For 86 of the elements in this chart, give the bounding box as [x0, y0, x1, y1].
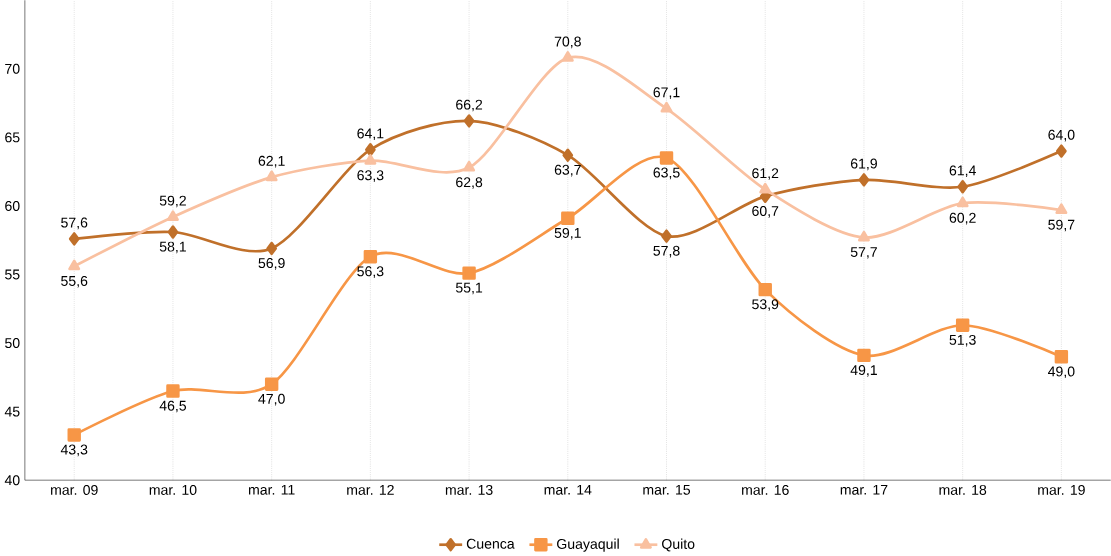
point — [462, 266, 476, 280]
data-label: 55,6 — [61, 275, 88, 288]
data-label: 70,8 — [554, 36, 581, 49]
data-label: 62,1 — [258, 155, 285, 168]
point — [266, 241, 278, 256]
data-label: 60,2 — [949, 212, 976, 225]
legend-label: Quito — [662, 538, 695, 552]
x-tick-label: mar. 09 — [51, 484, 98, 495]
legend-label: Cuenca — [466, 538, 515, 549]
data-label: 57,6 — [61, 217, 88, 230]
data-label: 63,7 — [554, 164, 581, 177]
point — [264, 377, 279, 391]
point — [759, 182, 772, 194]
data-label: 66,2 — [456, 99, 483, 112]
x-tick-label: mar. 19 — [1038, 484, 1085, 495]
point — [363, 249, 378, 264]
point — [660, 101, 673, 113]
data-label: 59,1 — [554, 227, 581, 240]
point — [1056, 144, 1067, 158]
point — [463, 114, 475, 128]
data-label: 63,5 — [653, 167, 680, 180]
data-label: 67,1 — [653, 87, 680, 99]
y-tick-label: 65 — [5, 132, 20, 143]
point — [857, 230, 870, 242]
data-label: 57,8 — [653, 245, 680, 258]
point — [365, 142, 376, 157]
data-label: 46,5 — [159, 400, 187, 413]
x-tick-label: mar. 18 — [939, 484, 987, 495]
x-tick-label: mar. 12 — [347, 484, 394, 495]
data-label: 64,0 — [1048, 129, 1075, 142]
point — [166, 384, 180, 398]
data-label: 49,0 — [1048, 366, 1075, 378]
data-label: 61,2 — [752, 168, 779, 180]
y-tick-label: 55 — [5, 269, 20, 280]
point — [562, 148, 574, 162]
data-label: 53,9 — [752, 299, 779, 311]
y-tick-label: 70 — [5, 63, 20, 74]
data-label: 60,7 — [752, 205, 779, 218]
data-label: 63,3 — [357, 170, 384, 182]
point — [167, 225, 179, 239]
point — [956, 196, 969, 208]
y-tick-label: 50 — [5, 338, 20, 348]
point — [758, 282, 772, 297]
point — [68, 232, 80, 246]
data-label: 49,1 — [850, 364, 877, 377]
x-tick-label: mar. 14 — [544, 484, 592, 495]
data-label: 57,7 — [850, 247, 877, 259]
data-label: 56,9 — [258, 258, 285, 270]
point — [661, 229, 672, 243]
data-label: 59,2 — [159, 195, 186, 208]
y-tick-label: 45 — [4, 406, 20, 417]
point — [463, 160, 476, 172]
point — [955, 318, 970, 332]
x-tick-label: mar. 11 — [248, 484, 295, 495]
point — [857, 348, 871, 363]
x-tick-label: mar. 13 — [445, 484, 493, 495]
point — [364, 153, 377, 165]
point — [858, 173, 870, 187]
data-label: 58,1 — [159, 241, 186, 254]
point — [659, 151, 674, 165]
x-tick-label: mar. 16 — [742, 484, 789, 495]
data-label: 43,3 — [60, 444, 88, 457]
point — [1055, 203, 1068, 214]
data-label: 61,4 — [949, 165, 976, 178]
point — [561, 51, 574, 62]
data-label: 47,0 — [258, 393, 285, 406]
x-tick-label: mar. 17 — [840, 484, 888, 495]
data-label: 62,8 — [456, 177, 483, 189]
x-tick-label: mar. 15 — [643, 484, 691, 495]
y-tick-label: 60 — [5, 200, 20, 211]
point — [67, 428, 81, 442]
data-label: 51,3 — [949, 334, 976, 347]
y-tick-label: 40 — [4, 475, 20, 486]
data-label: 61,9 — [850, 158, 877, 171]
data-label: 64,1 — [357, 128, 384, 140]
point — [166, 210, 179, 221]
data-label: 56,3 — [357, 266, 384, 278]
data-label: 59,7 — [1048, 219, 1075, 232]
data-label: 55,1 — [455, 282, 483, 295]
point — [68, 259, 81, 271]
x-tick-label: mar. 10 — [149, 484, 197, 495]
point — [957, 179, 969, 194]
point — [265, 170, 278, 182]
point — [561, 211, 575, 225]
legend-label: Guayaquil — [557, 538, 619, 552]
point — [1054, 349, 1069, 364]
